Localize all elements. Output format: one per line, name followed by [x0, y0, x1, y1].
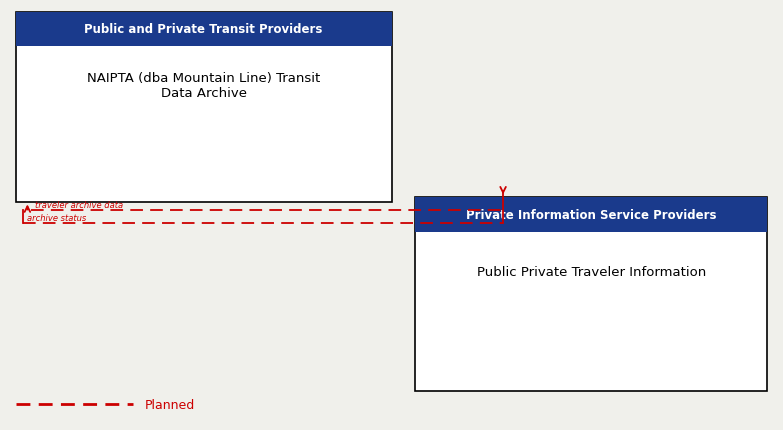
Text: Planned: Planned: [145, 398, 195, 411]
Bar: [415, 198, 767, 391]
Text: Public Private Traveler Information: Public Private Traveler Information: [477, 266, 705, 279]
Bar: [16, 13, 392, 202]
Text: NAIPTA (dba Mountain Line) Transit
Data Archive: NAIPTA (dba Mountain Line) Transit Data …: [87, 72, 320, 100]
Text: Public and Private Transit Providers: Public and Private Transit Providers: [85, 24, 323, 37]
Bar: [415, 198, 767, 233]
Text: Private Information Service Providers: Private Information Service Providers: [466, 209, 716, 222]
Text: archive status: archive status: [27, 214, 87, 223]
Bar: [16, 13, 392, 47]
Text: traveler archive data: traveler archive data: [35, 201, 124, 210]
